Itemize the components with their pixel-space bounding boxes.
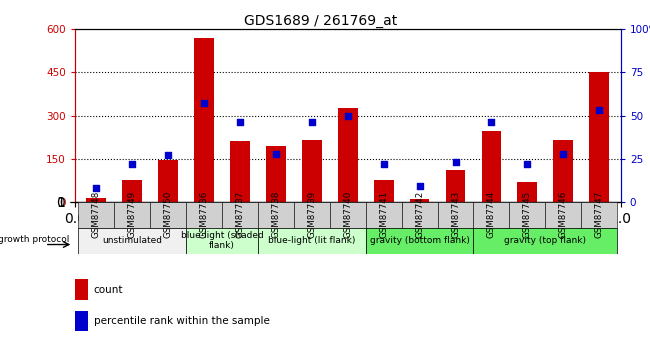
Bar [75, 279, 88, 300]
Point [91, 185, 101, 191]
Bar [258, 202, 294, 228]
Text: blue-light (lit flank): blue-light (lit flank) [268, 236, 356, 245]
Text: GSM87748: GSM87748 [92, 191, 101, 238]
Point [307, 120, 317, 125]
Bar [374, 180, 393, 202]
Point [127, 161, 137, 167]
Bar [114, 202, 150, 228]
Bar [437, 202, 473, 228]
Text: growth protocol: growth protocol [0, 235, 70, 244]
Text: GSM87738: GSM87738 [272, 191, 280, 238]
Text: blue-light (shaded
flank): blue-light (shaded flank) [181, 231, 263, 250]
Bar [510, 202, 545, 228]
Bar [330, 202, 366, 228]
Bar [302, 140, 322, 202]
Bar [473, 228, 617, 254]
Bar [186, 228, 258, 254]
Bar [581, 202, 617, 228]
Bar [553, 140, 573, 202]
Bar [590, 72, 609, 202]
Bar [75, 310, 88, 331]
Bar [266, 146, 286, 202]
Bar [194, 38, 214, 202]
Bar [446, 170, 465, 202]
Bar [230, 141, 250, 202]
Bar [366, 228, 473, 254]
Text: GSM87743: GSM87743 [451, 191, 460, 238]
Bar [258, 228, 366, 254]
Bar [545, 202, 581, 228]
Bar [222, 202, 258, 228]
Bar [122, 180, 142, 202]
Bar [402, 202, 437, 228]
Text: count: count [94, 285, 124, 295]
Point [270, 151, 281, 156]
Text: GSM87745: GSM87745 [523, 191, 532, 238]
Text: percentile rank within the sample: percentile rank within the sample [94, 316, 270, 326]
Point [486, 120, 497, 125]
Bar [410, 199, 430, 202]
Point [343, 113, 353, 118]
Point [558, 151, 569, 156]
Bar [338, 108, 358, 202]
Text: GSM87739: GSM87739 [307, 191, 317, 238]
Bar [473, 202, 510, 228]
Bar [186, 202, 222, 228]
Text: GSM87747: GSM87747 [595, 191, 604, 238]
Text: GSM87740: GSM87740 [343, 191, 352, 238]
Text: GSM87736: GSM87736 [200, 191, 209, 238]
Point [163, 152, 174, 158]
Text: GSM87749: GSM87749 [127, 191, 136, 238]
Text: GSM87746: GSM87746 [559, 191, 568, 238]
Text: GSM87737: GSM87737 [235, 191, 244, 238]
Point [235, 120, 245, 125]
Text: GSM87741: GSM87741 [379, 191, 388, 238]
Point [450, 159, 461, 165]
Point [378, 161, 389, 167]
Bar [366, 202, 402, 228]
Text: GSM87744: GSM87744 [487, 191, 496, 238]
Point [594, 108, 604, 113]
Title: GDS1689 / 261769_at: GDS1689 / 261769_at [244, 14, 397, 28]
Bar [79, 228, 186, 254]
Bar [482, 131, 501, 202]
Text: gravity (bottom flank): gravity (bottom flank) [370, 236, 469, 245]
Bar [158, 160, 178, 202]
Bar [79, 202, 114, 228]
Point [199, 101, 209, 106]
Bar [517, 182, 538, 202]
Text: unstimulated: unstimulated [102, 236, 162, 245]
Text: GSM87742: GSM87742 [415, 191, 424, 238]
Bar [86, 197, 106, 202]
Point [522, 161, 532, 167]
Bar [150, 202, 186, 228]
Point [415, 184, 425, 189]
Text: gravity (top flank): gravity (top flank) [504, 236, 586, 245]
Text: GSM87750: GSM87750 [164, 191, 173, 238]
Bar [294, 202, 330, 228]
